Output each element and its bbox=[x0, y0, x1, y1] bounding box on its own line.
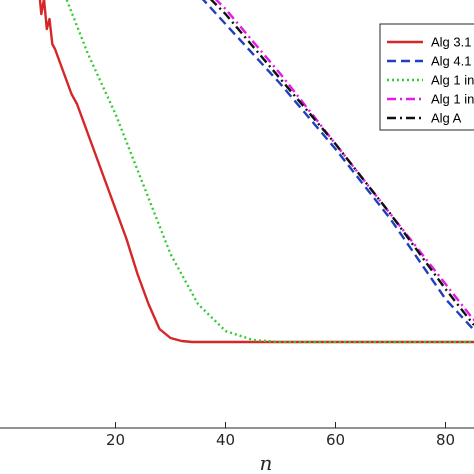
series-line-2 bbox=[201, 0, 474, 331]
legend-entries: Alg 3.1 Alg 4.1 Alg 1 in Alg 1 in Alg A bbox=[387, 35, 474, 126]
legend-entry-5: Alg A bbox=[387, 111, 462, 126]
legend: Alg 3.1 Alg 4.1 Alg 1 in Alg 1 in Alg A bbox=[379, 23, 474, 131]
legend-label: Alg 1 in bbox=[431, 73, 474, 88]
series-layer bbox=[38, 0, 474, 344]
legend-entry-2: Alg 4.1 bbox=[387, 54, 471, 69]
legend-entry-3: Alg 1 in bbox=[387, 73, 474, 88]
series-line-1 bbox=[38, 0, 474, 344]
legend-label: Alg 4.1 bbox=[431, 54, 471, 69]
x-tick-label: 20 bbox=[106, 431, 125, 449]
legend-label: Alg A bbox=[431, 111, 462, 126]
x-tick-label: 80 bbox=[436, 431, 455, 449]
legend-label: Alg 3.1 bbox=[431, 35, 471, 50]
legend-entry-1: Alg 3.1 bbox=[387, 35, 471, 50]
x-axis-ticks: 20 40 60 80 bbox=[106, 422, 455, 449]
legend-label: Alg 1 in bbox=[431, 92, 474, 107]
series-line-4 bbox=[214, 0, 474, 322]
legend-entry-4: Alg 1 in bbox=[387, 92, 474, 107]
x-tick-label: 60 bbox=[326, 431, 345, 449]
x-tick-label: 40 bbox=[216, 431, 235, 449]
x-axis-label: n bbox=[260, 451, 273, 474]
